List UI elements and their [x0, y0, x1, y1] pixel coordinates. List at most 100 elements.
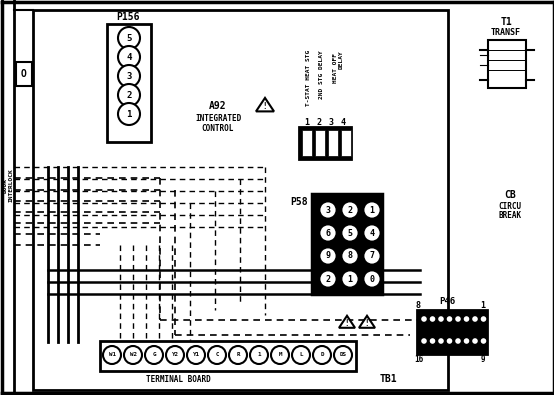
Circle shape — [363, 247, 381, 265]
Circle shape — [341, 224, 359, 242]
Bar — [312, 194, 382, 294]
Circle shape — [363, 201, 381, 219]
Text: CB: CB — [504, 190, 516, 200]
Text: Y1: Y1 — [192, 352, 199, 357]
Text: 2: 2 — [126, 90, 132, 100]
Text: 4: 4 — [126, 53, 132, 62]
Circle shape — [271, 346, 289, 364]
Polygon shape — [256, 98, 274, 111]
Text: 3: 3 — [126, 71, 132, 81]
Text: P156: P156 — [116, 12, 140, 22]
Circle shape — [187, 346, 205, 364]
Text: T-STAT HEAT STG: T-STAT HEAT STG — [305, 50, 310, 106]
Text: D: D — [320, 352, 324, 357]
Circle shape — [313, 346, 331, 364]
Circle shape — [420, 316, 428, 322]
Text: 4: 4 — [341, 117, 346, 126]
Bar — [107, 24, 151, 142]
Circle shape — [446, 316, 453, 322]
Circle shape — [118, 46, 140, 68]
Circle shape — [334, 346, 352, 364]
Text: !: ! — [365, 319, 370, 328]
Circle shape — [292, 346, 310, 364]
Text: A92: A92 — [209, 101, 227, 111]
Circle shape — [341, 270, 359, 288]
Bar — [417, 310, 487, 354]
Text: W2: W2 — [130, 352, 136, 357]
Text: CONTROL: CONTROL — [202, 124, 234, 132]
Circle shape — [118, 65, 140, 87]
Bar — [315, 130, 325, 156]
Bar — [299, 127, 351, 159]
Text: P46: P46 — [439, 297, 455, 307]
Text: 4: 4 — [370, 228, 375, 237]
Circle shape — [454, 337, 461, 344]
Text: 1: 1 — [257, 352, 261, 357]
Circle shape — [463, 337, 470, 344]
Text: 1: 1 — [126, 109, 132, 118]
Circle shape — [420, 337, 428, 344]
Circle shape — [319, 270, 337, 288]
Circle shape — [229, 346, 247, 364]
Text: 5: 5 — [126, 34, 132, 43]
Text: 1: 1 — [370, 205, 375, 214]
Text: DELAY: DELAY — [338, 51, 343, 70]
Circle shape — [363, 224, 381, 242]
Text: TERMINAL BOARD: TERMINAL BOARD — [146, 374, 211, 384]
Text: C: C — [216, 352, 219, 357]
Text: 3: 3 — [329, 117, 334, 126]
Text: 2: 2 — [347, 205, 352, 214]
Bar — [100, 341, 356, 371]
Text: 16: 16 — [414, 354, 424, 363]
Polygon shape — [339, 316, 355, 328]
Text: 1: 1 — [480, 301, 485, 310]
Bar — [488, 40, 526, 88]
Circle shape — [118, 84, 140, 106]
Text: 8: 8 — [416, 301, 420, 310]
Text: O: O — [21, 69, 27, 79]
Text: 7: 7 — [370, 252, 375, 260]
Bar — [16, 62, 32, 86]
Circle shape — [208, 346, 226, 364]
Text: W1: W1 — [109, 352, 115, 357]
Text: 9: 9 — [481, 354, 485, 363]
Circle shape — [446, 337, 453, 344]
Text: P58: P58 — [290, 197, 308, 207]
Bar — [341, 130, 351, 156]
Circle shape — [463, 316, 470, 322]
Circle shape — [118, 103, 140, 125]
Bar — [33, 10, 448, 390]
Circle shape — [429, 316, 436, 322]
Text: 6: 6 — [326, 228, 331, 237]
Circle shape — [480, 316, 487, 322]
Text: R: R — [236, 352, 240, 357]
Text: 1: 1 — [347, 275, 352, 284]
Text: M: M — [278, 352, 282, 357]
Text: 0: 0 — [370, 275, 375, 284]
Circle shape — [341, 247, 359, 265]
Circle shape — [480, 337, 487, 344]
Circle shape — [471, 337, 479, 344]
Circle shape — [118, 27, 140, 49]
Text: 3: 3 — [326, 205, 331, 214]
Circle shape — [145, 346, 163, 364]
Text: DS: DS — [340, 352, 346, 357]
Text: 1: 1 — [305, 117, 310, 126]
Text: G: G — [152, 352, 156, 357]
Circle shape — [363, 270, 381, 288]
Text: 2ND STG DELAY: 2ND STG DELAY — [319, 51, 324, 100]
Circle shape — [438, 337, 444, 344]
Bar — [328, 130, 338, 156]
Text: 2: 2 — [326, 275, 331, 284]
Polygon shape — [359, 316, 375, 328]
Circle shape — [471, 316, 479, 322]
Text: BREAK: BREAK — [499, 211, 521, 220]
Circle shape — [250, 346, 268, 364]
Circle shape — [454, 316, 461, 322]
Text: 9: 9 — [326, 252, 331, 260]
Text: !: ! — [263, 102, 268, 111]
Circle shape — [124, 346, 142, 364]
Circle shape — [319, 224, 337, 242]
Circle shape — [438, 316, 444, 322]
Circle shape — [429, 337, 436, 344]
